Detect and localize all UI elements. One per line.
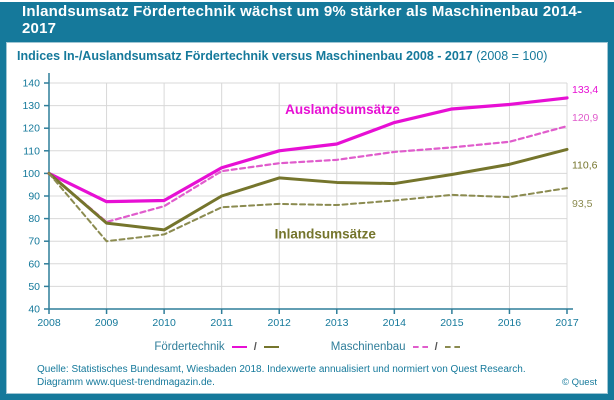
y-tick-label: 50: [28, 281, 40, 293]
x-tick-label: 2008: [37, 317, 61, 329]
legend-line-maschinenbau-ausland: [412, 346, 428, 348]
x-tick-label: 2013: [325, 317, 349, 329]
series-line: [47, 96, 569, 204]
y-tick-label: 40: [28, 304, 40, 316]
source-line-1: Quelle: Statistisches Bundesamt, Wiesbad…: [37, 364, 526, 375]
legend-line-maschinenbau-inland: [444, 346, 460, 348]
x-tick-label: 2015: [440, 317, 464, 329]
series-line: [48, 172, 568, 243]
title-band: Inlandsumsatz Fördertechnik wächst um 9%…: [0, 2, 614, 38]
series-annotation: Inlandsumsätze: [275, 226, 377, 241]
y-tick-label: 60: [28, 258, 40, 270]
chart-subtitle-suffix: (2008 = 100): [476, 49, 548, 63]
line-chart-svg: 40 50 60 70 80 90 100 110 120 130 140 2008 2009 2010 2…: [22, 73, 598, 329]
legend-line-fordertechnik-inland: [263, 346, 279, 348]
series-end-value: 120,9: [572, 112, 598, 124]
x-tick-label: 2017: [555, 317, 579, 329]
series-end-value: 110,6: [572, 159, 598, 171]
legend-separator: /: [253, 341, 257, 353]
y-tick-label: 120: [22, 123, 40, 135]
chart-area: 40 50 60 70 80 90 100 110 120 130 140 2008 2009 2010 2…: [7, 67, 607, 338]
y-tick-label: 100: [22, 168, 40, 180]
y-tick-label: 80: [28, 213, 40, 225]
source-line-2: Diagramm www.quest-trendmagazin.de.: [37, 377, 215, 388]
legend-separator: /: [434, 341, 438, 353]
series-end-value: 133,4: [572, 84, 598, 96]
chart-subtitle: Indices In-/Auslandsumsatz Fördertechnik…: [7, 43, 607, 65]
series-line: [47, 125, 569, 224]
y-tick-label: 90: [28, 191, 40, 203]
series-line: [47, 147, 569, 232]
series-end-value: 93,5: [572, 198, 593, 210]
chart-panel: Indices In-/Auslandsumsatz Fördertechnik…: [6, 42, 608, 394]
y-tick-label: 140: [22, 78, 40, 90]
x-tick-label: 2009: [95, 317, 119, 329]
y-tick-label: 70: [28, 236, 40, 248]
page-title: Inlandsumsatz Fördertechnik wächst um 9%…: [22, 3, 583, 37]
legend-label-maschinenbau: Maschinenbau: [330, 341, 406, 353]
y-tick-label: 110: [23, 145, 40, 157]
copyright-label: © Quest: [562, 377, 597, 388]
x-tick-label: 2011: [210, 317, 233, 329]
x-tick-label: 2010: [152, 317, 176, 329]
series-annotation: Auslandsumsätze: [285, 102, 400, 117]
y-tick-label: 130: [22, 100, 40, 112]
legend-label-fordertechnik: Fördertechnik: [154, 341, 225, 353]
source-footer: Quelle: Statistisches Bundesamt, Wiesbad…: [7, 363, 607, 389]
legend-group-maschinenbau: Maschinenbau /: [331, 341, 460, 353]
chart-legend: Fördertechnik / Maschinenbau /: [7, 336, 607, 358]
chart-subtitle-main: Indices In-/Auslandsumsatz Fördertechnik…: [17, 49, 473, 63]
x-tick-label: 2012: [268, 317, 292, 329]
x-tick-label: 2016: [498, 317, 522, 329]
legend-group-fordertechnik: Fördertechnik /: [154, 341, 279, 353]
x-tick-label: 2014: [383, 317, 407, 329]
legend-line-fordertechnik-ausland: [231, 346, 247, 348]
